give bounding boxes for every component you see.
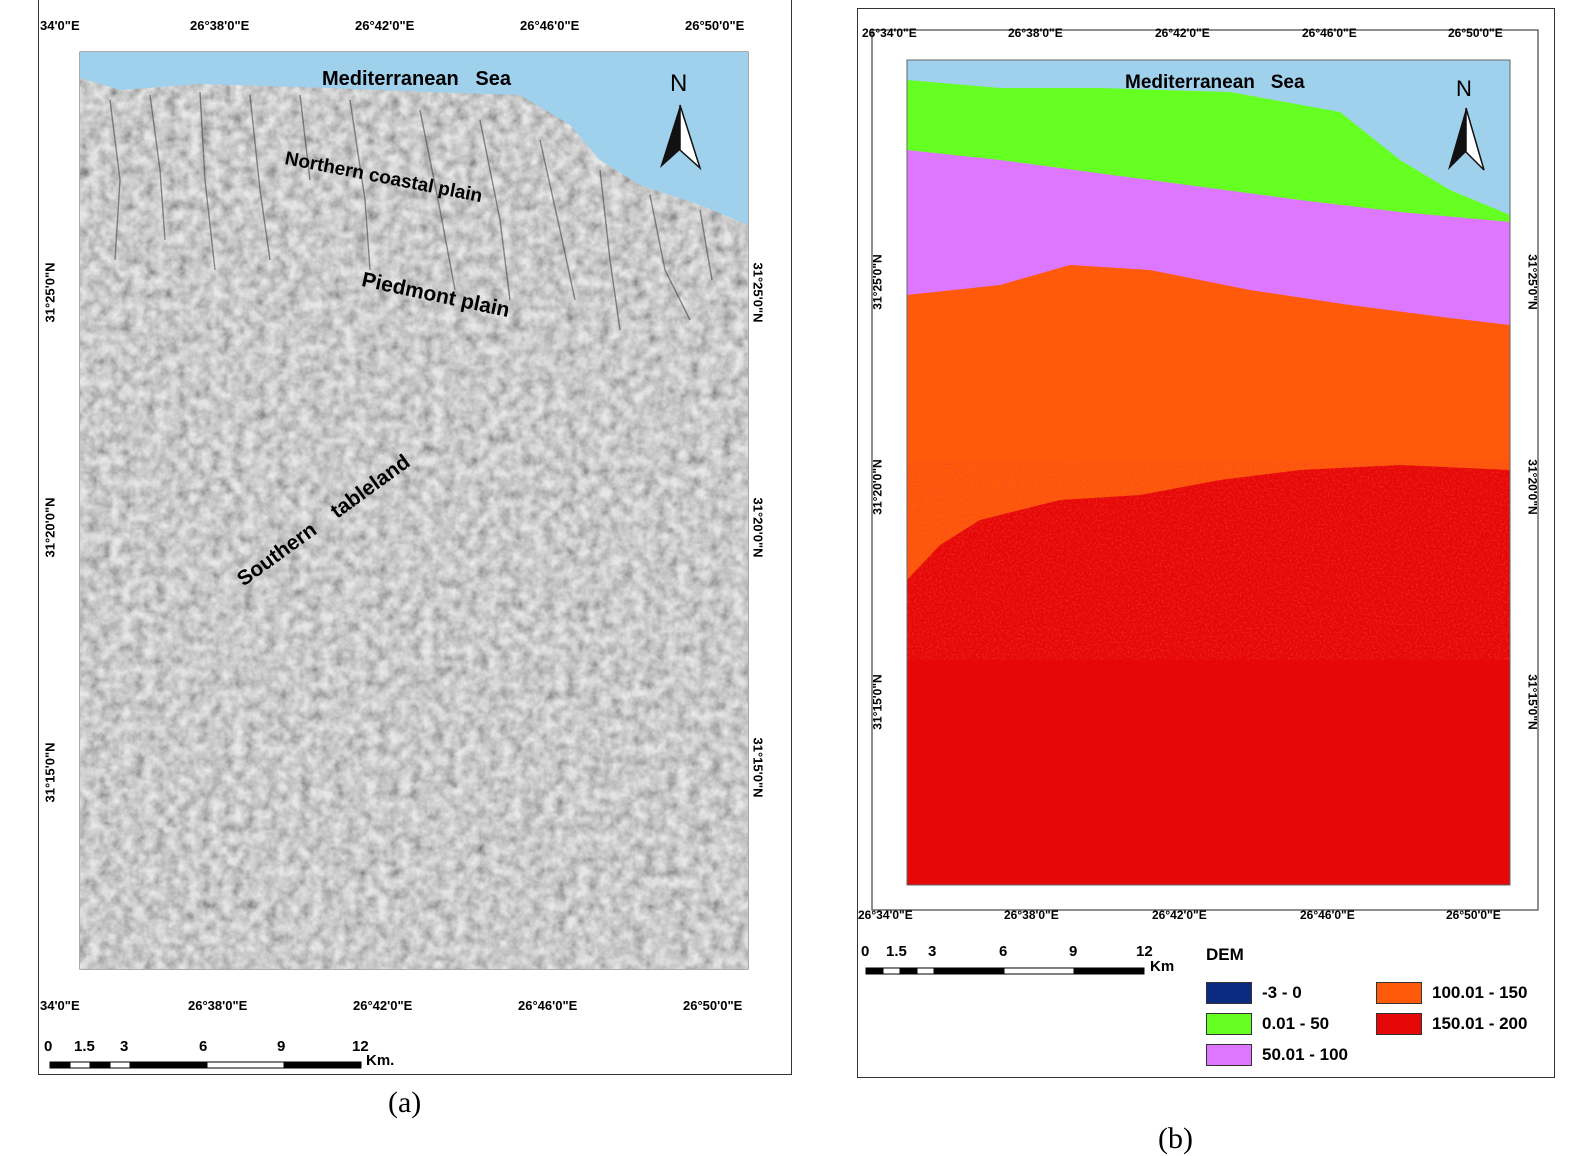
caption-a: (a) — [388, 1086, 422, 1119]
lat-label-a-left-2: 31°15'0"N — [42, 742, 58, 803]
lon-label-b-top-4: 26°50'0"E — [1448, 26, 1503, 40]
lon-label-a-bottom-4: 26°50'0"E — [683, 998, 743, 1013]
lat-label-a-right-0: 31°25'0"N — [750, 262, 766, 323]
lat-label-b-left-2: 31°15'0"N — [870, 674, 885, 730]
scale-bar-a — [49, 1061, 362, 1069]
lat-label-a-right-2: 31°15'0"N — [750, 737, 766, 798]
lon-label-a-top-1: 26°38'0"E — [190, 18, 250, 33]
lon-label-b-top-0: 26°34'0"E — [862, 26, 917, 40]
lon-label-b-bottom-0: 26°34'0"E — [858, 908, 913, 922]
scale-a-tick-3: 6 — [199, 1038, 208, 1055]
dem-data-outline — [906, 59, 1511, 886]
north-label-b: N — [1456, 76, 1472, 101]
legend-label-50-100: 50.01 - 100 — [1262, 1045, 1349, 1064]
legend-swatch-150-200 — [1376, 1013, 1422, 1035]
lon-label-a-top-4: 26°50'0"E — [685, 18, 745, 33]
lon-label-a-top-2: 26°42'0"E — [355, 18, 415, 33]
legend-item-0-50: 0.01 - 50 — [1206, 1013, 1329, 1035]
lon-label-b-top-1: 26°38'0"E — [1008, 26, 1063, 40]
legend-item-150-200: 150.01 - 200 — [1376, 1013, 1527, 1035]
legend-swatch-100-150 — [1376, 982, 1422, 1004]
lon-label-a-top-3: 26°46'0"E — [520, 18, 580, 33]
scale-b-tick-1: 1.5 — [886, 943, 907, 960]
north-arrow-b-icon — [1448, 107, 1485, 171]
legend-swatch-0-50 — [1206, 1013, 1252, 1035]
sea-label-a: Mediterranean Sea — [322, 68, 511, 90]
scale-b-tick-4: 9 — [1069, 943, 1078, 960]
sea-label-b: Mediterranean Sea — [1125, 72, 1305, 93]
map-panel-b — [857, 8, 1555, 1078]
lat-label-b-left-0: 31°25'0"N — [870, 254, 885, 310]
scale-b-tick-2: 3 — [928, 943, 937, 960]
lon-label-a-bottom-2: 26°42'0"E — [353, 998, 413, 1013]
scale-a-tick-5: 12 — [352, 1038, 369, 1055]
legend-label-neg3-0: -3 - 0 — [1262, 983, 1302, 1002]
dem-speckle — [907, 460, 1510, 660]
legend-swatch-neg3-0 — [1206, 982, 1252, 1004]
lon-label-b-bottom-4: 26°50'0"E — [1446, 908, 1501, 922]
scale-b-tick-3: 6 — [999, 943, 1008, 960]
scale-b-tick-0: 0 — [861, 943, 870, 960]
lat-label-b-right-1: 31°20'0"N — [1525, 459, 1540, 515]
lat-label-a-right-1: 31°20'0"N — [750, 497, 766, 558]
legend-title: DEM — [1206, 945, 1244, 964]
lat-label-b-right-2: 31°15'0"N — [1525, 674, 1540, 730]
hillshade-tint — [80, 52, 748, 969]
legend-label-150-200: 150.01 - 200 — [1432, 1014, 1528, 1033]
scale-b-unit: Km — [1150, 958, 1175, 975]
lon-label-a-bottom-1: 26°38'0"E — [188, 998, 248, 1013]
sea-area-a — [80, 52, 748, 225]
north-label-a: N — [670, 70, 688, 97]
scale-a-tick-2: 3 — [120, 1038, 129, 1055]
lon-label-a-top-0: 34'0"E — [40, 18, 80, 33]
hillshade-relief — [80, 52, 748, 969]
north-arrow-a-icon — [660, 104, 702, 171]
legend-swatch-50-100 — [1206, 1044, 1252, 1066]
legend-label-0-50: 0.01 - 50 — [1262, 1014, 1330, 1033]
lat-label-a-left-1: 31°20'0"N — [42, 497, 58, 558]
caption-b: (b) — [1158, 1122, 1193, 1155]
lon-label-b-bottom-3: 26°46'0"E — [1300, 908, 1355, 922]
scale-a-unit: Km. — [366, 1052, 395, 1069]
scale-b-tick-5: 12 — [1136, 943, 1153, 960]
lat-label-b-left-1: 31°20'0"N — [870, 459, 885, 515]
lon-label-b-bottom-2: 26°42'0"E — [1152, 908, 1207, 922]
legend-label-100-150: 100.01 - 150 — [1432, 983, 1528, 1002]
lon-label-a-bottom-3: 26°46'0"E — [518, 998, 578, 1013]
lat-label-a-left-0: 31°25'0"N — [42, 262, 58, 323]
lon-label-b-top-3: 26°46'0"E — [1302, 26, 1357, 40]
legend-item-50-100: 50.01 - 100 — [1206, 1044, 1348, 1066]
drainage-gullies — [109, 91, 713, 331]
scale-bar-b — [865, 967, 1145, 975]
legend-item-100-150: 100.01 - 150 — [1376, 982, 1527, 1004]
scale-a-tick-0: 0 — [44, 1038, 53, 1055]
lon-label-b-bottom-1: 26°38'0"E — [1004, 908, 1059, 922]
lat-label-b-right-0: 31°25'0"N — [1525, 254, 1540, 310]
scale-a-tick-1: 1.5 — [74, 1038, 95, 1055]
scale-a-tick-4: 9 — [277, 1038, 286, 1055]
legend-item-neg3-0: -3 - 0 — [1206, 982, 1302, 1004]
lon-label-b-top-2: 26°42'0"E — [1155, 26, 1210, 40]
lon-label-a-bottom-0: 34'0"E — [40, 998, 80, 1013]
